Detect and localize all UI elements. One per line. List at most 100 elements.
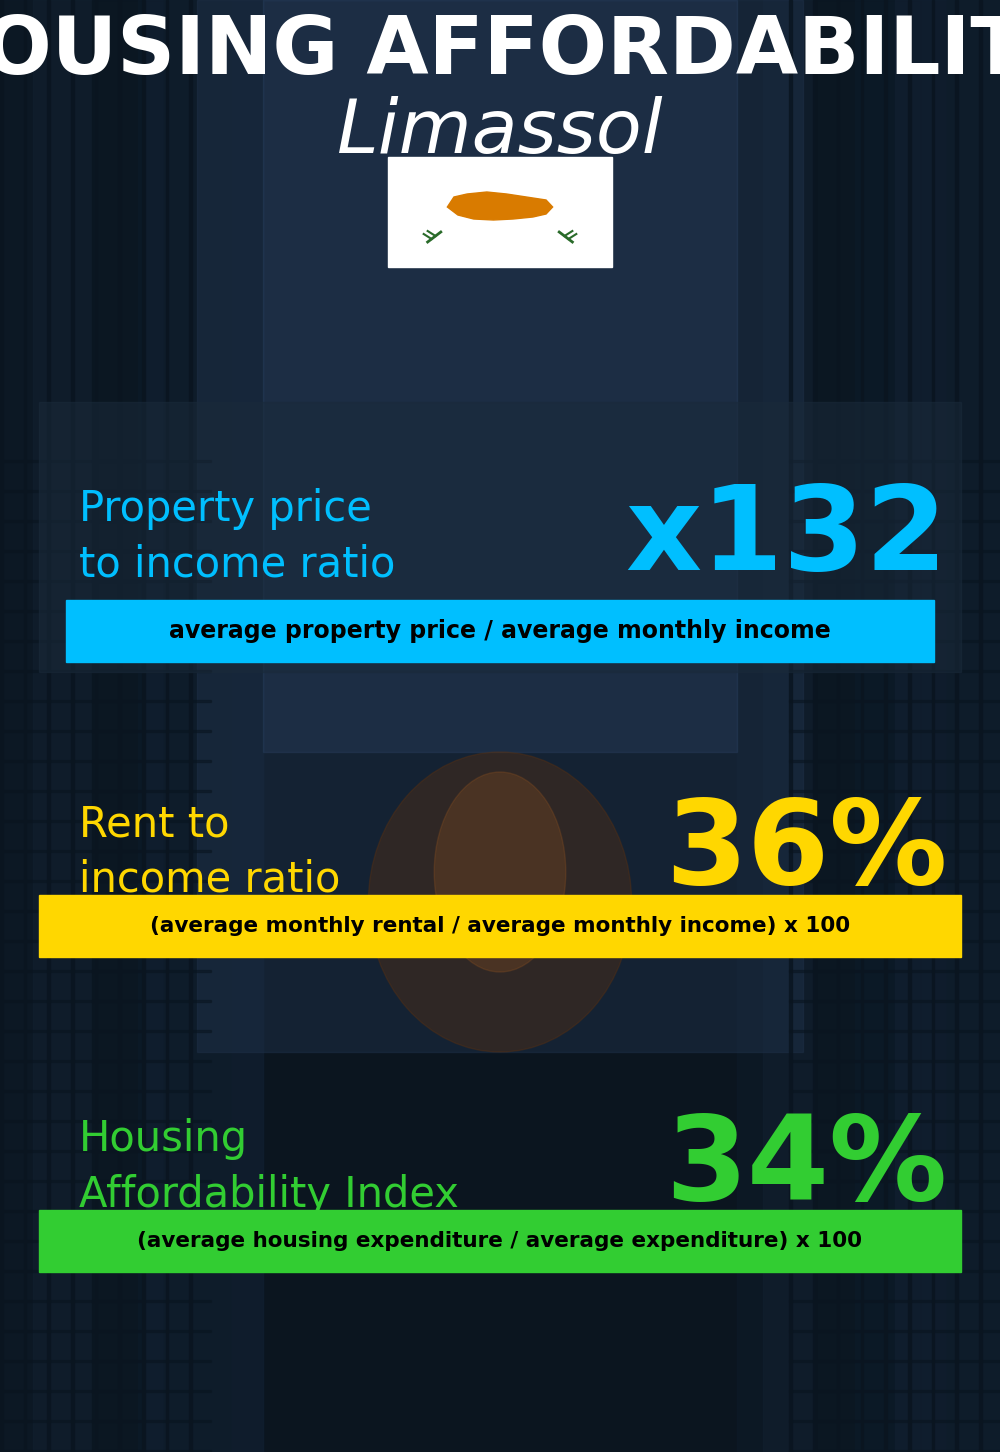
Bar [789, 0, 792, 1452]
Bar [0, 849, 211, 852]
Bar [789, 460, 1000, 462]
Bar [789, 880, 1000, 881]
Bar [947, 0, 1000, 1452]
Bar [95, 0, 97, 1452]
Bar [979, 0, 982, 1452]
Bar [166, 0, 168, 1452]
Bar [789, 1090, 1000, 1092]
Polygon shape [447, 192, 553, 221]
Bar [0, 0, 263, 1452]
Bar [789, 790, 1000, 791]
Bar [789, 1180, 1000, 1182]
Bar [789, 550, 1000, 552]
Bar [33, 0, 164, 1452]
Bar [789, 1210, 1000, 1212]
Bar [0, 1300, 211, 1302]
Bar [789, 1420, 1000, 1422]
Bar [789, 489, 1000, 492]
Bar [763, 0, 934, 1452]
Bar [855, 0, 934, 1452]
Bar [0, 1451, 211, 1452]
Bar [0, 1000, 211, 1002]
Text: 36%: 36% [665, 794, 947, 909]
Bar [0, 0, 3, 1452]
Bar [789, 669, 1000, 672]
Bar [189, 0, 192, 1452]
Bar [813, 0, 816, 1452]
Bar [789, 700, 1000, 701]
Bar [0, 520, 211, 523]
Bar [39, 894, 961, 957]
Bar [66, 600, 934, 662]
Bar [0, 730, 211, 732]
Bar [789, 579, 1000, 582]
Bar [0, 1210, 211, 1212]
Text: HOUSING AFFORDABILITY: HOUSING AFFORDABILITY [0, 13, 1000, 91]
Text: (average monthly rental / average monthly income) x 100: (average monthly rental / average monthl… [150, 916, 850, 937]
Bar [0, 1150, 211, 1151]
Bar [895, 0, 1000, 1452]
Text: x132: x132 [625, 479, 947, 594]
Bar [0, 790, 211, 791]
Bar [789, 610, 1000, 611]
Bar [39, 1210, 961, 1272]
Bar [0, 759, 211, 762]
Bar [263, 0, 737, 752]
Bar [932, 0, 934, 1452]
Bar [118, 0, 121, 1452]
Ellipse shape [368, 752, 632, 1053]
Bar [789, 1451, 1000, 1452]
Bar [837, 0, 839, 1452]
Bar [0, 460, 211, 462]
Bar [884, 0, 887, 1452]
Bar [789, 520, 1000, 523]
Bar [789, 1330, 1000, 1331]
Bar [0, 1060, 211, 1061]
Bar [39, 402, 961, 672]
Bar [789, 1270, 1000, 1272]
Bar [0, 910, 211, 912]
Bar [789, 1150, 1000, 1151]
Bar [0, 489, 211, 492]
Bar [789, 640, 1000, 642]
Bar [142, 0, 145, 1452]
Bar [789, 939, 1000, 942]
Text: (average housing expenditure / average expenditure) x 100: (average housing expenditure / average e… [137, 1231, 862, 1252]
Bar [388, 157, 612, 267]
Bar [145, 0, 263, 1452]
Bar [0, 700, 211, 701]
Bar [789, 1029, 1000, 1032]
Bar [0, 1420, 211, 1422]
Bar [789, 1060, 1000, 1061]
Bar [789, 1390, 1000, 1392]
Bar [0, 1240, 211, 1241]
Bar [47, 0, 50, 1452]
Bar [737, 0, 1000, 1452]
Text: Limassol: Limassol [337, 96, 663, 168]
Bar [789, 1119, 1000, 1122]
Bar [0, 1029, 211, 1032]
Bar [92, 0, 197, 1452]
Bar [789, 910, 1000, 912]
Bar [0, 1390, 211, 1392]
Ellipse shape [434, 772, 566, 971]
Bar [0, 579, 211, 582]
Bar [789, 1240, 1000, 1241]
Bar [789, 730, 1000, 732]
Bar [0, 1330, 211, 1331]
Bar [197, 0, 803, 1053]
Bar [861, 0, 863, 1452]
Bar [0, 1180, 211, 1182]
Bar [164, 0, 230, 1452]
Bar [816, 0, 921, 1452]
Bar [0, 1361, 211, 1362]
Bar [0, 1270, 211, 1272]
Bar [0, 1119, 211, 1122]
Bar [0, 610, 211, 611]
Bar [0, 880, 211, 881]
Bar [0, 820, 211, 822]
Bar [0, 939, 211, 942]
Bar [908, 0, 911, 1452]
Bar [0, 970, 211, 971]
Bar [0, 550, 211, 552]
